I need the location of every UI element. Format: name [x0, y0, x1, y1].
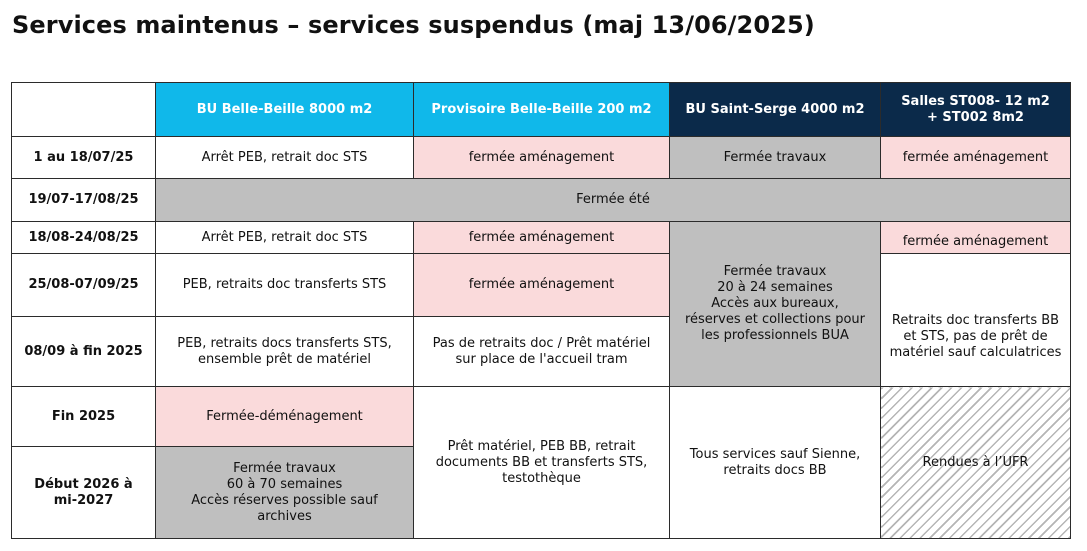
row-header: 25/08-07/09/25 [11, 253, 156, 317]
services-schedule-table: BU Belle-Beille 8000 m2 Provisoire Belle… [11, 82, 1071, 539]
table-cell-hatched: Rendues à l’UFR [880, 386, 1071, 539]
column-header-bu-belle-beille: BU Belle-Beille 8000 m2 [155, 82, 414, 137]
row-header: 08/09 à fin 2025 [11, 316, 156, 387]
table-cell-merged: Prêt matériel, PEB BB, retrait documents… [413, 386, 670, 539]
table-cell: Pas de retraits doc / Prêt matériel sur … [413, 316, 670, 387]
table-cell-merged: Retraits doc transferts BB et STS, pas d… [880, 253, 1071, 387]
table-cell: Fermée travaux [669, 136, 881, 179]
table-row: 1 au 18/07/25 Arrêt PEB, retrait doc STS… [11, 136, 1071, 179]
table-row: Début 2026 à mi-2027 Fermée travaux 60 à… [11, 446, 1071, 539]
table-cell-merged: Fermée travaux 20 à 24 semaines Accès au… [669, 221, 881, 387]
row-header: 19/07-17/08/25 [11, 178, 156, 222]
page-title: Services maintenus – services suspendus … [12, 11, 815, 39]
table-cell-merged: Tous services sauf Sienne, retraits docs… [669, 386, 881, 539]
row-header: 1 au 18/07/25 [11, 136, 156, 179]
table-row: 18/08-24/08/25 Arrêt PEB, retrait doc ST… [11, 221, 1071, 387]
corner-cell [11, 82, 156, 137]
table-cell: fermée aménagement [880, 221, 1071, 254]
row-header: Début 2026 à mi-2027 [11, 446, 156, 539]
table-cell: Arrêt PEB, retrait doc STS [155, 136, 414, 179]
table-cell: fermée aménagement [413, 221, 670, 254]
table-cell: Fermée travaux 60 à 70 semaines Accès ré… [155, 446, 414, 539]
table-row: 08/09 à fin 2025 PEB, retraits docs tran… [11, 316, 1071, 387]
table-row: 25/08-07/09/25 PEB, retraits doc transfe… [11, 253, 1071, 387]
table-cell: Fermée-déménagement [155, 386, 414, 447]
table-cell: PEB, retraits doc transferts STS [155, 253, 414, 317]
table-cell: fermée aménagement [413, 253, 670, 317]
column-header-bu-saint-serge: BU Saint-Serge 4000 m2 [669, 82, 881, 137]
header-row: BU Belle-Beille 8000 m2 Provisoire Belle… [11, 82, 1071, 137]
row-header: 18/08-24/08/25 [11, 221, 156, 254]
table-cell: fermée aménagement [880, 136, 1071, 179]
row-header: Fin 2025 [11, 386, 156, 447]
column-header-salles-st008-st002: Salles ST008- 12 m2 + ST002 8m2 [880, 82, 1071, 137]
table-row: Fin 2025 Fermée-déménagement Prêt matéri… [11, 386, 1071, 539]
table-cell-merged: Fermée été [155, 178, 1071, 222]
table-cell: fermée aménagement [413, 136, 670, 179]
table-cell: PEB, retraits docs transferts STS, ensem… [155, 316, 414, 387]
column-header-provisoire-belle-beille: Provisoire Belle-Beille 200 m2 [413, 82, 670, 137]
table-cell: Arrêt PEB, retrait doc STS [155, 221, 414, 254]
table-row: 19/07-17/08/25 Fermée été [11, 178, 1071, 222]
column-header-salles-st008-label: Salles ST008- 12 m2 + ST002 8m2 [901, 93, 1050, 125]
